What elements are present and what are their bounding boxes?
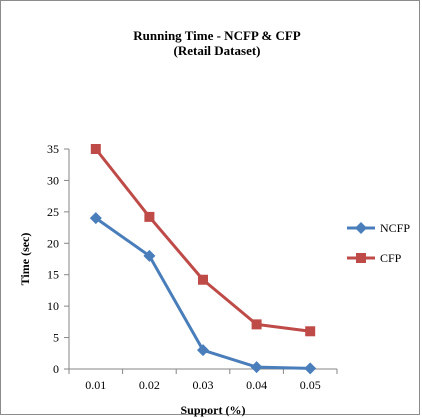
x-axis-title: Support (%)	[180, 403, 245, 417]
series-cfp-point	[251, 319, 262, 330]
legend: NCFP CFP	[347, 221, 410, 265]
x-axis-ticks: 0.01 0.02 0.03 0.04 0.05	[68, 369, 338, 392]
x-tick-label: 0.01	[85, 378, 106, 392]
y-axis-ticks: 0 5 10 15 20 25 30 35	[47, 142, 69, 376]
y-tick-label: 20	[47, 236, 59, 250]
series-cfp	[90, 144, 316, 337]
x-tick-label: 0.04	[246, 378, 267, 392]
y-tick-label: 25	[47, 205, 59, 219]
chart-subtitle: (Retail Dataset)	[174, 43, 261, 58]
y-tick-label: 15	[47, 268, 59, 282]
y-tick-label: 35	[47, 142, 59, 156]
series-ncfp-point	[197, 344, 209, 357]
legend-ncfp-label: NCFP	[380, 221, 410, 235]
x-tick-label: 0.05	[300, 378, 321, 392]
legend-ncfp-marker	[355, 222, 367, 234]
series-ncfp	[89, 212, 317, 375]
x-tick-label: 0.03	[193, 378, 214, 392]
series-ncfp-point	[250, 361, 263, 374]
y-tick-label: 10	[47, 299, 59, 313]
y-tick-label: 0	[53, 362, 59, 376]
y-axis-title: Time (sec)	[18, 233, 32, 286]
series-cfp-point	[198, 274, 208, 285]
series-ncfp-point	[89, 212, 102, 225]
series-cfp-point	[90, 144, 101, 154]
y-tick-label: 30	[47, 173, 59, 187]
x-tick-label: 0.02	[139, 378, 160, 392]
series-ncfp-point	[143, 249, 156, 262]
series-cfp-point	[144, 211, 155, 222]
chart-title: Running Time - NCFP & CFP	[133, 28, 301, 43]
series-ncfp-point	[304, 362, 317, 375]
y-tick-label: 5	[53, 331, 59, 345]
legend-cfp-marker	[356, 253, 366, 263]
series-layer	[89, 144, 317, 375]
legend-cfp-label: CFP	[380, 251, 402, 265]
series-cfp-point	[305, 326, 316, 337]
